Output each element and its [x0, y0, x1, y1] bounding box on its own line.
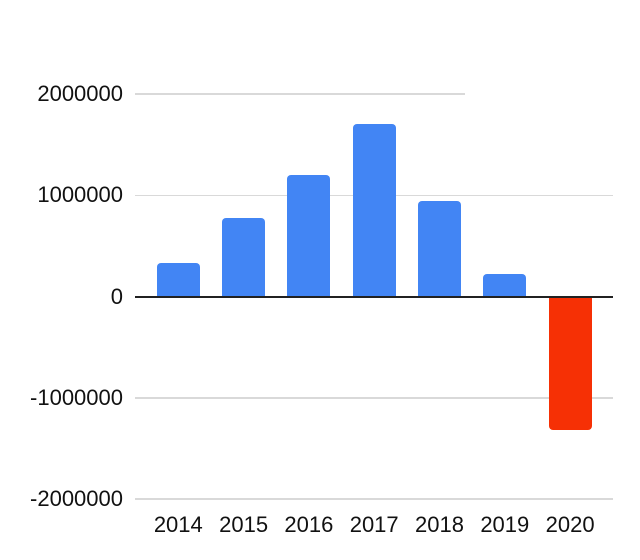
x-axis-tick-label: 2018 — [415, 512, 464, 537]
bar-2015 — [222, 217, 266, 297]
x-axis-tick-label: 2020 — [545, 512, 595, 537]
gridline — [135, 498, 613, 500]
bar-2019 — [483, 274, 527, 297]
bar-2018 — [418, 201, 461, 297]
y-axis-tick-label: -1000000 — [30, 384, 123, 410]
y-axis-tick-label: 0 — [110, 283, 123, 309]
gridline — [135, 93, 465, 95]
bar-2017 — [352, 124, 396, 297]
y-axis-tick-label: 2000000 — [37, 81, 123, 106]
x-axis-tick-label: 2017 — [349, 512, 399, 537]
x-axis-tick-label: 2016 — [284, 512, 334, 537]
y-axis-tick-label: 1000000 — [37, 182, 123, 208]
gridline — [135, 397, 613, 399]
y-axis-tick-label: -2000000 — [30, 486, 123, 511]
x-axis-tick-label: 2014 — [153, 512, 203, 537]
bar-2016 — [287, 175, 331, 297]
x-axis-line — [135, 295, 613, 298]
x-axis-tick-label: 2019 — [480, 512, 530, 537]
x-axis-tick-label: 2015 — [219, 512, 269, 537]
bar-2020 — [548, 296, 592, 431]
bar-2014 — [156, 263, 200, 297]
